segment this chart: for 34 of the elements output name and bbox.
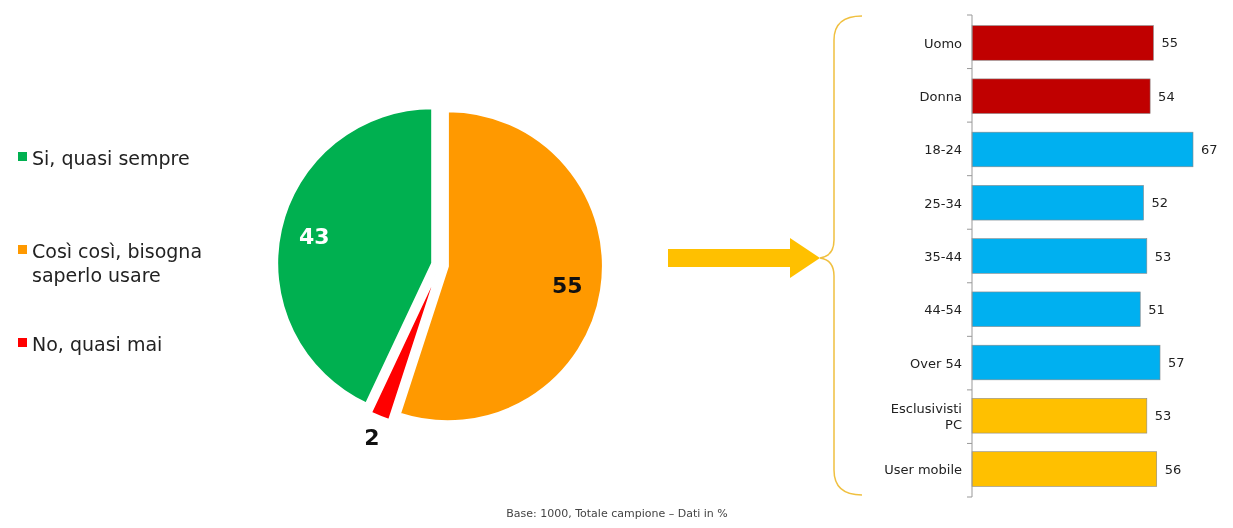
data-label: 55 [552,272,583,298]
data-label: 54 [1158,88,1175,104]
bar [971,131,1194,168]
y-tick-label: Uomo [923,35,963,51]
bar [971,185,1144,221]
data-label: 57 [1168,355,1185,371]
text: Base: 1000, Totale campione – Dati in % [506,507,728,520]
data-label: 53 [1154,248,1172,264]
data-label: 43 [298,224,330,250]
data-label: 51 [1148,301,1165,317]
bar [971,25,1154,61]
legend-label: Si, quasi sempre [32,147,190,169]
data-label: 53 [1154,408,1172,424]
data-label: 55 [1161,35,1178,51]
y-tick-label: 35-44 [924,248,962,264]
bar [971,451,1158,487]
y-tick-label: 44-54 [924,301,962,317]
y-tick-label: 18-24 [924,141,962,157]
y-tick-label: Donna [919,88,962,104]
bar [971,344,1161,381]
legend-label: No, quasi mai [32,333,163,355]
bar [971,291,1141,327]
data-label: 67 [1201,141,1218,157]
y-tick-label: User mobile [884,461,962,477]
data-label: 56 [1164,461,1182,477]
data-label: 2 [364,424,380,450]
y-tick-label: Esclusivisti PC [890,400,962,432]
y-tick-label: 25-34 [924,195,962,211]
bar [971,78,1151,114]
legend-label: Così così, bisogna saperlo usare [32,240,203,286]
data-label: 52 [1151,195,1169,211]
y-tick-label: Over 54 [910,355,962,371]
bar [971,238,1148,274]
bar [971,398,1148,434]
